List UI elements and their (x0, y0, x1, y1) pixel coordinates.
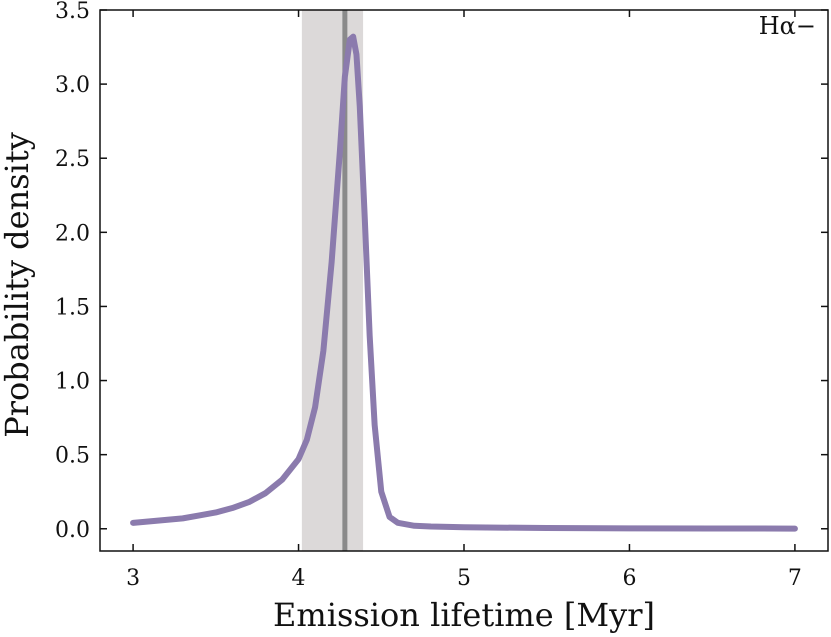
y-tick-label-0: 0.0 (55, 518, 90, 543)
x-tick-label-0: 3 (126, 566, 140, 591)
x-tick-label-1: 4 (292, 566, 306, 591)
y-tick-label-7: 3.5 (55, 0, 90, 24)
x-tick-label-2: 5 (457, 566, 471, 591)
series-layer (130, 33, 798, 532)
x-axis-ticks: 3 4 5 6 7 (126, 10, 802, 591)
x-tick-label-4: 7 (788, 566, 802, 591)
y-axis-ticks: 0.0 0.5 1.0 1.5 2.0 2.5 3.0 3.5 (55, 0, 828, 543)
x-axis-title: Emission lifetime [Myr] (273, 596, 655, 634)
y-tick-label-6: 3.0 (55, 73, 90, 98)
y-tick-label-4: 2.0 (55, 221, 90, 246)
series-line-0 (130, 33, 798, 532)
y-axis-title: Probability density (0, 132, 36, 438)
y-tick-label-1: 0.5 (55, 444, 90, 469)
y-tick-label-5: 2.5 (55, 147, 90, 172)
y-tick-label-3: 1.5 (55, 295, 90, 320)
y-tick-label-2: 1.0 (55, 370, 90, 395)
x-tick-label-3: 6 (622, 566, 636, 591)
annotation-label: Hα− (759, 12, 816, 40)
plot-frame (99, 9, 829, 552)
